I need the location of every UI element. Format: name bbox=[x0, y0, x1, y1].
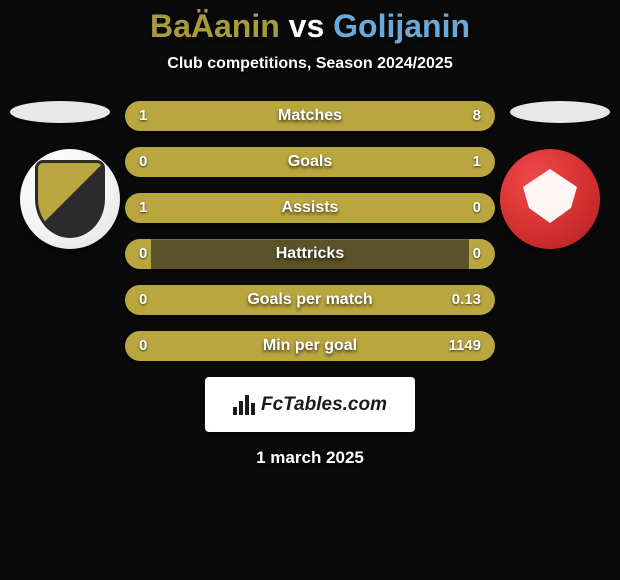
player1-name: BaÄanin bbox=[150, 8, 280, 44]
team-badge-left bbox=[20, 149, 120, 249]
stat-label: Min per goal bbox=[125, 331, 495, 361]
stat-label: Assists bbox=[125, 193, 495, 223]
team-badge-right bbox=[500, 149, 600, 249]
shadow-ellipse-left bbox=[10, 101, 110, 123]
vs-text: vs bbox=[289, 8, 325, 44]
stat-bars: 18Matches 01Goals 10Assists 00Hattricks 00.1… bbox=[125, 101, 495, 361]
shadow-ellipse-right bbox=[510, 101, 610, 123]
player2-name: Golijanin bbox=[333, 8, 470, 44]
stat-row: 10Assists bbox=[125, 193, 495, 223]
comparison-body: 18Matches 01Goals 10Assists 00Hattricks 00.1… bbox=[0, 101, 620, 468]
radnicki-eagle-icon bbox=[520, 169, 580, 229]
stat-row: 01Goals bbox=[125, 147, 495, 177]
stat-label: Matches bbox=[125, 101, 495, 131]
cukaricki-crest-icon bbox=[35, 160, 105, 238]
stat-row: 00.13Goals per match bbox=[125, 285, 495, 315]
stat-label: Goals bbox=[125, 147, 495, 177]
stat-label: Goals per match bbox=[125, 285, 495, 315]
subtitle: Club competitions, Season 2024/2025 bbox=[0, 55, 620, 73]
watermark: FcTables.com bbox=[205, 377, 415, 432]
date-label: 1 march 2025 bbox=[0, 448, 620, 468]
stat-row: 00Hattricks bbox=[125, 239, 495, 269]
stat-row: 01149Min per goal bbox=[125, 331, 495, 361]
stat-label: Hattricks bbox=[125, 239, 495, 269]
watermark-text: FcTables.com bbox=[261, 394, 387, 416]
fctables-logo-icon bbox=[233, 395, 255, 415]
stat-row: 18Matches bbox=[125, 101, 495, 131]
comparison-title: BaÄanin vs Golijanin bbox=[0, 0, 620, 45]
